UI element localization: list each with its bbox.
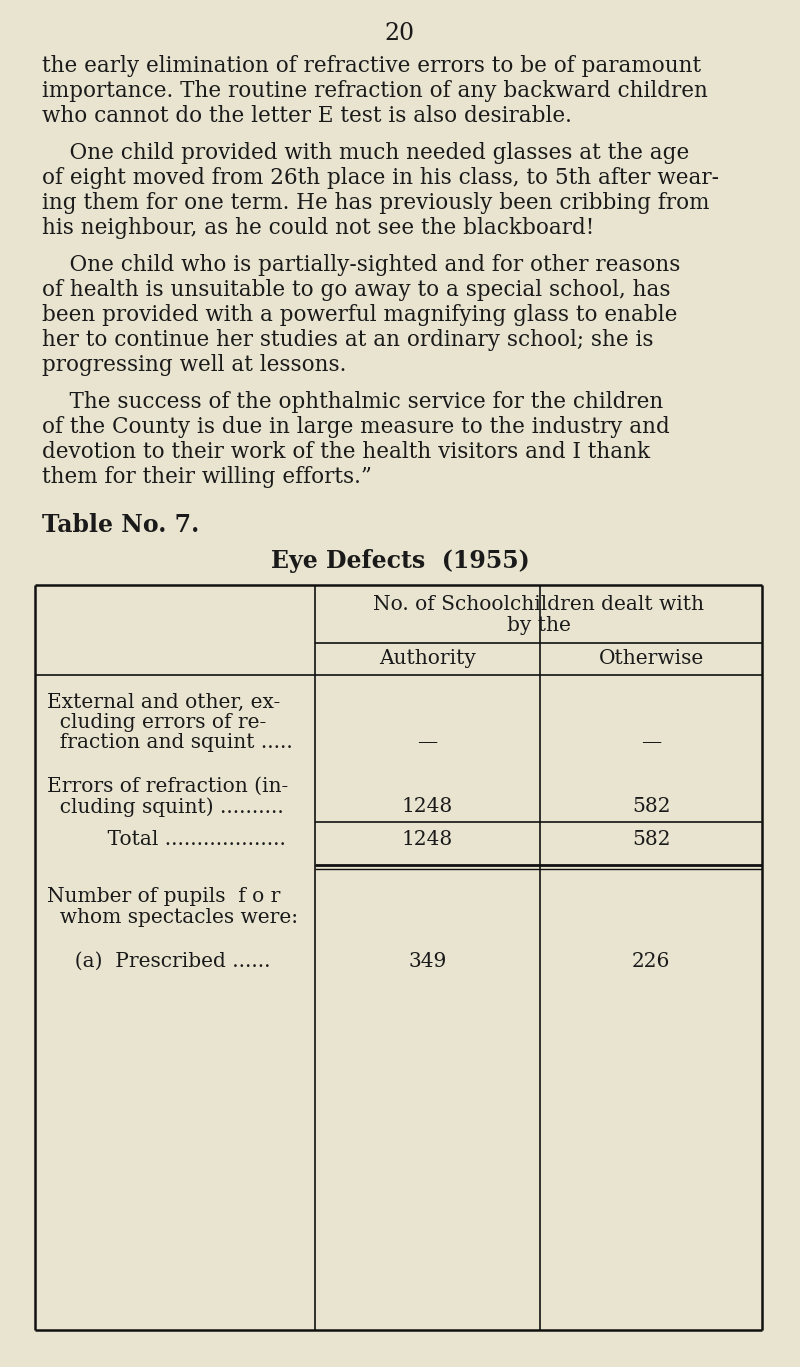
Text: External and other, ex-: External and other, ex- xyxy=(47,693,280,712)
Text: importance. The routine refraction of any backward children: importance. The routine refraction of an… xyxy=(42,81,708,103)
Text: the early elimination of refractive errors to be of paramount: the early elimination of refractive erro… xyxy=(42,55,701,77)
Text: by the: by the xyxy=(506,617,570,636)
Text: 1248: 1248 xyxy=(402,797,453,816)
Text: 349: 349 xyxy=(408,951,446,971)
Text: her to continue her studies at an ordinary school; she is: her to continue her studies at an ordina… xyxy=(42,329,654,351)
Text: them for their willing efforts.”: them for their willing efforts.” xyxy=(42,466,372,488)
Text: fraction and squint .....: fraction and squint ..... xyxy=(47,733,293,752)
Text: Total ...................: Total ................... xyxy=(82,830,286,849)
Text: who cannot do the letter E test is also desirable.: who cannot do the letter E test is also … xyxy=(42,105,572,127)
Text: 1248: 1248 xyxy=(402,830,453,849)
Text: 226: 226 xyxy=(632,951,670,971)
Text: of the County is due in large measure to the industry and: of the County is due in large measure to… xyxy=(42,416,670,437)
Text: —: — xyxy=(641,733,661,752)
Text: cluding errors of re-: cluding errors of re- xyxy=(47,714,266,731)
Text: 582: 582 xyxy=(632,830,670,849)
Text: cluding squint) ..........: cluding squint) .......... xyxy=(47,797,284,816)
Text: Number of pupils  f o r: Number of pupils f o r xyxy=(47,887,280,906)
Text: whom spectacles were:: whom spectacles were: xyxy=(47,908,298,927)
Text: (a)  Prescribed ......: (a) Prescribed ...... xyxy=(62,951,270,971)
Text: 582: 582 xyxy=(632,797,670,816)
Text: ing them for one term. He has previously been cribbing from: ing them for one term. He has previously… xyxy=(42,191,710,215)
Text: been provided with a powerful magnifying glass to enable: been provided with a powerful magnifying… xyxy=(42,303,678,325)
Text: Errors of refraction (in-: Errors of refraction (in- xyxy=(47,776,288,796)
Text: 20: 20 xyxy=(385,22,415,45)
Text: Otherwise: Otherwise xyxy=(598,649,704,668)
Text: One child who is partially-sighted and for other reasons: One child who is partially-sighted and f… xyxy=(42,254,680,276)
Text: The success of the ophthalmic service for the children: The success of the ophthalmic service fo… xyxy=(42,391,663,413)
Text: No. of Schoolchildren dealt with: No. of Schoolchildren dealt with xyxy=(373,595,704,614)
Text: Table No. 7.: Table No. 7. xyxy=(42,513,199,537)
Text: Authority: Authority xyxy=(379,649,476,668)
Text: his neighbour, as he could not see the blackboard!: his neighbour, as he could not see the b… xyxy=(42,217,594,239)
Text: One child provided with much needed glasses at the age: One child provided with much needed glas… xyxy=(42,142,690,164)
Text: of eight moved from 26th place in his class, to 5th after wear-: of eight moved from 26th place in his cl… xyxy=(42,167,719,189)
Text: progressing well at lessons.: progressing well at lessons. xyxy=(42,354,346,376)
Text: Eye Defects  (1955): Eye Defects (1955) xyxy=(270,550,530,573)
Text: —: — xyxy=(418,733,438,752)
Text: devotion to their work of the health visitors and I thank: devotion to their work of the health vis… xyxy=(42,442,650,463)
Text: of health is unsuitable to go away to a special school, has: of health is unsuitable to go away to a … xyxy=(42,279,670,301)
